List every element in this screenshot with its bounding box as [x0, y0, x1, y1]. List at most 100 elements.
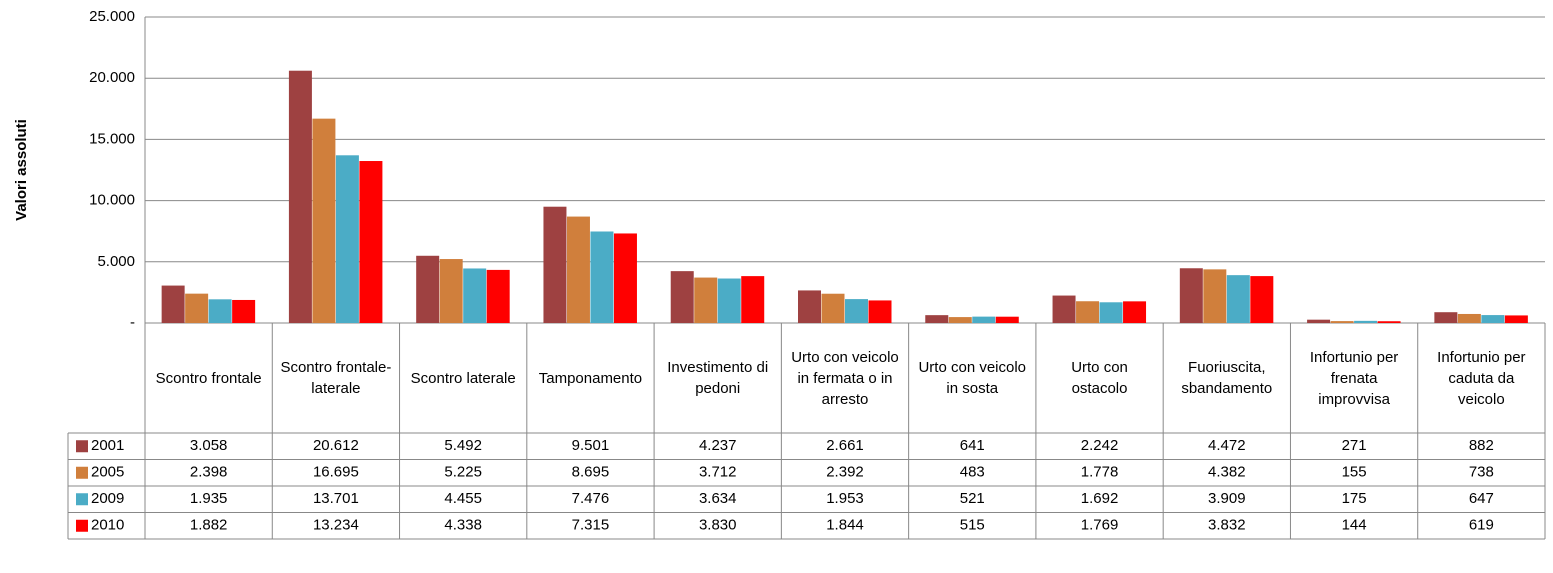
table-value: 20.612	[313, 437, 359, 454]
bar	[543, 206, 567, 323]
x-tick-label: Urto con ostacolo	[1071, 359, 1128, 397]
x-tick-label: Investimento di pedoni	[667, 359, 769, 397]
table-value: 4.237	[699, 437, 737, 454]
bar	[717, 278, 741, 323]
y-tick-label: 25.000	[89, 8, 135, 25]
table-value: 1.769	[1081, 517, 1119, 534]
y-tick-label: 15.000	[89, 130, 135, 147]
bar	[845, 299, 868, 323]
category-cell: Fuoriuscita, sbandamento	[1181, 359, 1273, 397]
table-value: 13.234	[313, 517, 359, 534]
category-cell: Scontro frontale-laterale	[280, 359, 392, 397]
bar	[1203, 269, 1227, 323]
bar	[232, 299, 256, 323]
x-tick-label: Fuoriuscita, sbandamento	[1181, 359, 1273, 397]
table-value: 641	[960, 437, 985, 454]
bar	[1179, 268, 1203, 323]
table-value: 1.953	[826, 490, 864, 507]
y-tick-label: 20.000	[89, 69, 135, 86]
bar	[1481, 315, 1505, 323]
table-value: 4.382	[1208, 464, 1246, 481]
bar	[185, 293, 209, 323]
legend-label: 2009	[91, 490, 124, 507]
table-value: 1.882	[190, 517, 228, 534]
table-value: 5.225	[444, 464, 482, 481]
table-value: 7.315	[572, 517, 610, 534]
table-value: 4.338	[444, 517, 482, 534]
table-value: 3.909	[1208, 490, 1246, 507]
table-value: 1.844	[826, 517, 864, 534]
table-value: 2.242	[1081, 437, 1119, 454]
x-tick-label: Urto con veicolo in sosta	[918, 359, 1027, 397]
bar	[1434, 312, 1458, 323]
bar	[1504, 315, 1528, 323]
bar	[694, 277, 718, 323]
bar	[868, 300, 892, 323]
bar	[312, 118, 336, 323]
table-value: 144	[1342, 517, 1367, 534]
table-value: 5.492	[444, 437, 482, 454]
table-value: 3.634	[699, 490, 737, 507]
category-cell: Tamponamento	[538, 369, 643, 387]
bar	[486, 269, 510, 323]
legend-key	[76, 493, 88, 506]
bar	[1457, 313, 1481, 323]
table-value: 3.058	[190, 437, 228, 454]
legend-key	[76, 466, 88, 479]
table-value: 483	[960, 464, 985, 481]
y-tick-label: 5.000	[97, 253, 135, 270]
table-value: 738	[1469, 464, 1494, 481]
bar	[161, 285, 185, 323]
x-tick-label: Scontro laterale	[410, 369, 516, 387]
legend-label: 2010	[91, 517, 124, 534]
x-tick-label: Infortunio per caduta da veicolo	[1437, 348, 1526, 408]
bar	[1250, 276, 1274, 323]
bar	[416, 255, 440, 323]
bar	[670, 271, 694, 323]
bar	[1307, 319, 1331, 323]
table-value: 8.695	[572, 464, 610, 481]
table-value: 647	[1469, 490, 1494, 507]
bar	[798, 290, 821, 323]
bar	[741, 276, 765, 323]
bar	[566, 216, 590, 323]
table-value: 2.398	[190, 464, 228, 481]
x-tick-label: Urto con veicolo in fermata o in arresto	[791, 348, 899, 408]
bar	[463, 268, 487, 323]
category-cell: Scontro laterale	[410, 369, 516, 387]
bar	[925, 315, 949, 323]
table-value: 521	[960, 490, 985, 507]
x-tick-label: Scontro frontale-laterale	[280, 359, 392, 397]
bar	[821, 293, 845, 323]
table-value: 2.661	[826, 437, 864, 454]
bar	[335, 155, 359, 323]
bar	[208, 299, 232, 323]
table-value: 2.392	[826, 464, 864, 481]
category-cell: Urto con veicolo in sosta	[918, 359, 1027, 397]
legend-label: 2001	[91, 437, 124, 454]
bar	[1099, 302, 1123, 323]
table-value: 3.832	[1208, 517, 1246, 534]
bar	[613, 233, 637, 323]
table-value: 4.455	[444, 490, 482, 507]
x-tick-label: Scontro frontale	[155, 369, 262, 387]
table-value: 9.501	[572, 437, 610, 454]
bar	[1123, 301, 1147, 323]
category-cell: Urto con ostacolo	[1071, 359, 1128, 397]
bar	[1377, 321, 1401, 323]
bar	[995, 316, 1019, 323]
bar	[288, 70, 312, 323]
category-cell: Scontro frontale	[155, 369, 262, 387]
table-value: 515	[960, 517, 985, 534]
bar	[359, 161, 383, 323]
table-value: 4.472	[1208, 437, 1246, 454]
table-value: 271	[1342, 437, 1367, 454]
bar	[1226, 275, 1250, 323]
category-cell: Infortunio per frenata improvvisa	[1310, 349, 1398, 408]
y-tick-label: 10.000	[89, 192, 135, 209]
y-axis-title: Valori assoluti	[13, 119, 30, 221]
x-tick-label: Tamponamento	[538, 369, 643, 387]
table-value: 13.701	[313, 490, 359, 507]
table-value: 16.695	[313, 464, 359, 481]
